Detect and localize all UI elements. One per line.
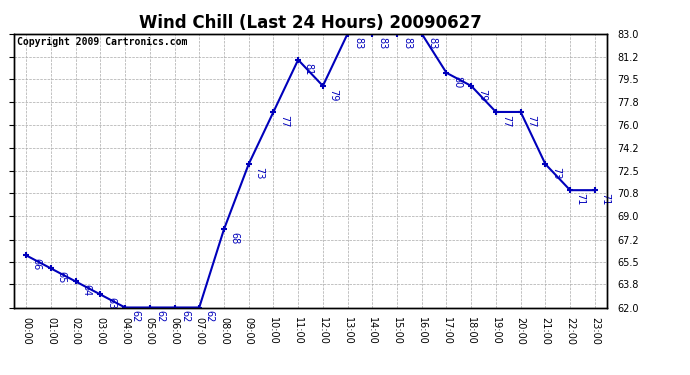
Text: Copyright 2009 Cartronics.com: Copyright 2009 Cartronics.com: [17, 36, 187, 46]
Text: 62: 62: [155, 310, 166, 322]
Text: 83: 83: [402, 36, 413, 49]
Text: 62: 62: [130, 310, 141, 322]
Text: 83: 83: [378, 36, 388, 49]
Text: 79: 79: [328, 88, 338, 101]
Text: 71: 71: [575, 193, 586, 206]
Text: 66: 66: [32, 258, 41, 270]
Text: 63: 63: [106, 297, 116, 309]
Text: 65: 65: [57, 271, 66, 284]
Text: 79: 79: [477, 88, 486, 101]
Text: 73: 73: [254, 167, 264, 179]
Text: 81: 81: [304, 63, 314, 75]
Text: 62: 62: [180, 310, 190, 322]
Text: 73: 73: [551, 167, 561, 179]
Title: Wind Chill (Last 24 Hours) 20090627: Wind Chill (Last 24 Hours) 20090627: [139, 14, 482, 32]
Text: 71: 71: [600, 193, 611, 206]
Text: 64: 64: [81, 284, 91, 297]
Text: 77: 77: [502, 115, 511, 127]
Text: 62: 62: [205, 310, 215, 322]
Text: 77: 77: [526, 115, 536, 127]
Text: 80: 80: [452, 76, 462, 88]
Text: 83: 83: [427, 36, 437, 49]
Text: 83: 83: [353, 36, 363, 49]
Text: 68: 68: [230, 232, 239, 244]
Text: 77: 77: [279, 115, 289, 127]
